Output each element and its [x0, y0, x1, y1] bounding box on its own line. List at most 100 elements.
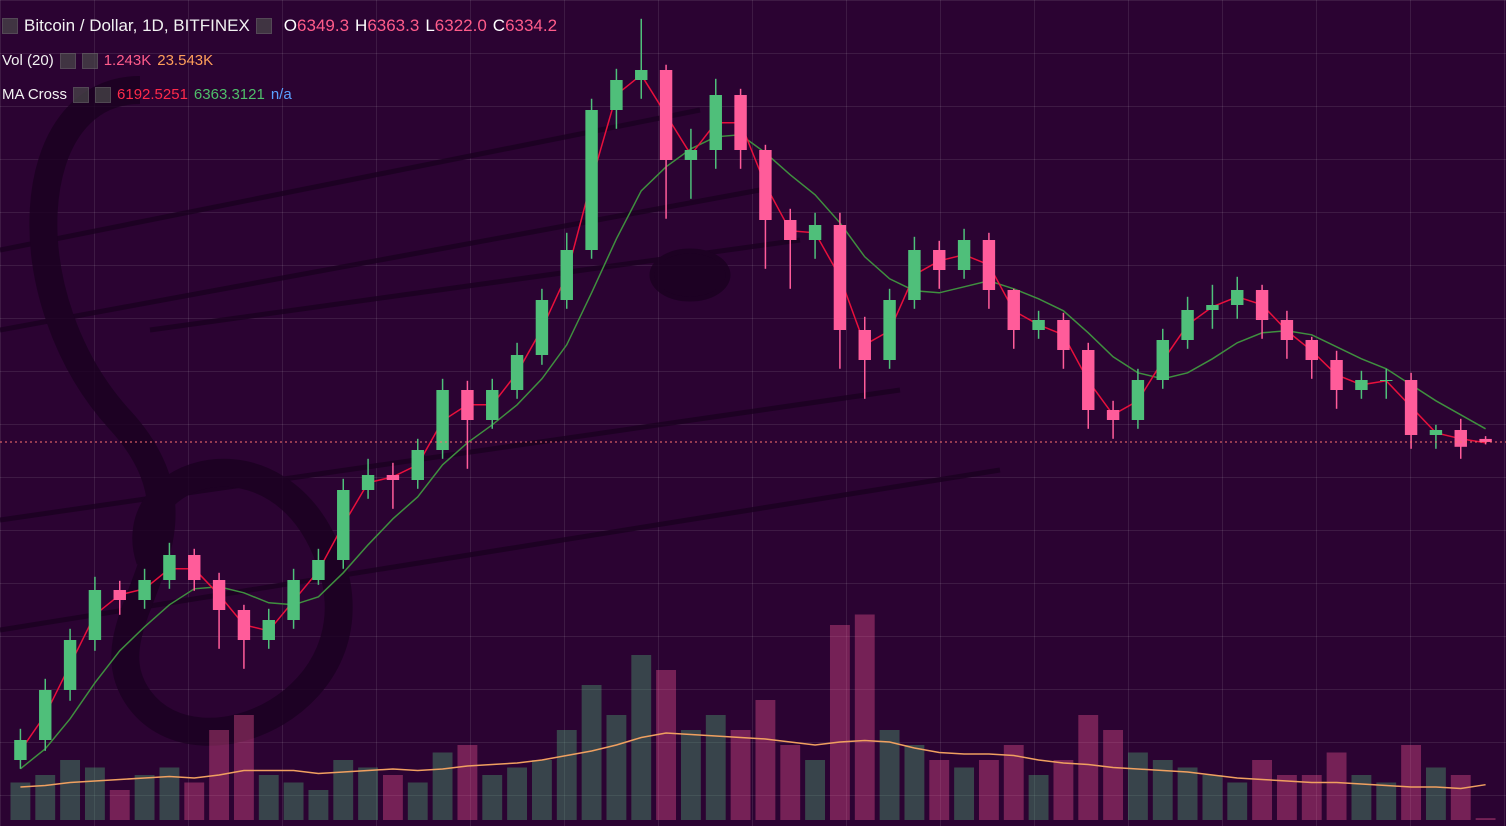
staff-line [0, 107, 701, 253]
ma-fast: 6192.5251 [117, 86, 188, 103]
candle-body [585, 110, 598, 250]
volume-bar [780, 745, 801, 820]
volume-bar [656, 670, 677, 820]
volume-bar [680, 730, 701, 820]
ma-slow-line [19, 134, 1486, 770]
settings-icon[interactable] [255, 18, 272, 34]
volume-ma-line [20, 732, 1486, 790]
volume-bar [258, 775, 279, 820]
volume-bar [233, 715, 254, 820]
volume-bar [531, 760, 552, 820]
candle-body [1057, 320, 1070, 350]
symbol-row: Bitcoin / Dollar, 1D, BITFINEX O6349.3 H6… [2, 16, 557, 36]
volume-bar [929, 760, 950, 820]
icon[interactable] [95, 86, 112, 103]
volume-bar [829, 625, 850, 820]
candle-body [63, 640, 77, 690]
volume-bar [1376, 782, 1397, 820]
candle-body [1206, 305, 1219, 310]
icon[interactable] [59, 52, 76, 69]
ohlc-value: 6363.3 [367, 16, 420, 35]
ma-slow: 6363.3121 [193, 86, 265, 103]
volume-name[interactable]: Vol (20) [2, 52, 54, 69]
candle-body [212, 580, 226, 610]
candle-body [560, 250, 573, 300]
candle-body [1280, 320, 1294, 340]
volume-bar [60, 760, 81, 820]
staff-line [0, 187, 761, 333]
ma-cross: n/a [270, 86, 292, 103]
volume-bar [1475, 818, 1496, 820]
volume-bar [954, 767, 975, 820]
candle-body [510, 355, 524, 390]
candle-body [163, 555, 176, 580]
volume-bar [904, 745, 925, 820]
volume-current: 1.243K [103, 52, 152, 69]
volume-bar [358, 767, 379, 820]
ohlc-letter: O [283, 16, 298, 35]
candle-body [1404, 380, 1418, 435]
volume-bar [184, 782, 205, 820]
candle-body [1479, 438, 1492, 442]
candle-body [1106, 410, 1120, 420]
candle-body [1131, 380, 1145, 420]
volume-bar [308, 790, 329, 820]
candle-body [237, 610, 251, 640]
candle-body [88, 590, 102, 640]
candle-body [262, 620, 275, 640]
volume-bar [1177, 767, 1198, 820]
candle-body [1380, 380, 1393, 381]
volume-bar [1028, 775, 1049, 820]
candle-body [1032, 320, 1045, 330]
candle-body [784, 220, 797, 240]
candle-body [1156, 340, 1169, 380]
icon[interactable] [81, 52, 98, 69]
volume-bar [805, 760, 826, 820]
candle-body [461, 390, 474, 420]
candle-body [1231, 290, 1244, 305]
ma-name[interactable]: MA Cross [2, 86, 68, 103]
candle-body [734, 95, 747, 150]
candle-body [1255, 290, 1269, 320]
symbol-title[interactable]: Bitcoin / Dollar, 1D, BITFINEX [24, 16, 250, 35]
candle-body [1082, 350, 1095, 410]
volume-bar [1003, 745, 1024, 820]
candle-body [933, 250, 946, 270]
candle-body [486, 390, 499, 420]
staff-line [0, 467, 1001, 633]
background-art [0, 76, 1001, 746]
volume-bar [1276, 775, 1297, 820]
volume-bar [84, 767, 105, 820]
candle-body [436, 390, 449, 450]
volume-row: Vol (20) 1.243K 23.543K [2, 52, 213, 69]
candle-body [709, 95, 722, 150]
candle-body [1429, 430, 1443, 435]
volume-bar [1401, 745, 1422, 820]
ohlc-letter: H [355, 16, 368, 35]
volume-bar [10, 782, 31, 820]
volume-bar [1078, 715, 1099, 820]
volume-bar [1202, 775, 1223, 820]
candle-body [883, 300, 896, 360]
candle-body [113, 590, 126, 600]
candle-body [361, 475, 375, 490]
candle-body [386, 475, 400, 480]
candle-body [759, 150, 772, 220]
volume-bar [1053, 760, 1074, 820]
volume-bar [382, 775, 403, 820]
ohlc-value: 6349.3 [297, 16, 350, 35]
icon[interactable] [73, 86, 90, 103]
volume-bar [730, 730, 751, 820]
candle-body [1181, 310, 1194, 340]
ohlc: O6349.3 H6363.3 L6322.0 C6334.2 [278, 16, 557, 36]
note-head [649, 248, 731, 302]
collapse-icon[interactable] [2, 18, 18, 34]
volume-bar [283, 782, 304, 820]
volume-bar [457, 745, 478, 820]
volume-bar [1326, 752, 1347, 820]
volume-bar [1152, 760, 1173, 820]
candle-body [610, 80, 623, 110]
volume-bar [1425, 767, 1446, 820]
